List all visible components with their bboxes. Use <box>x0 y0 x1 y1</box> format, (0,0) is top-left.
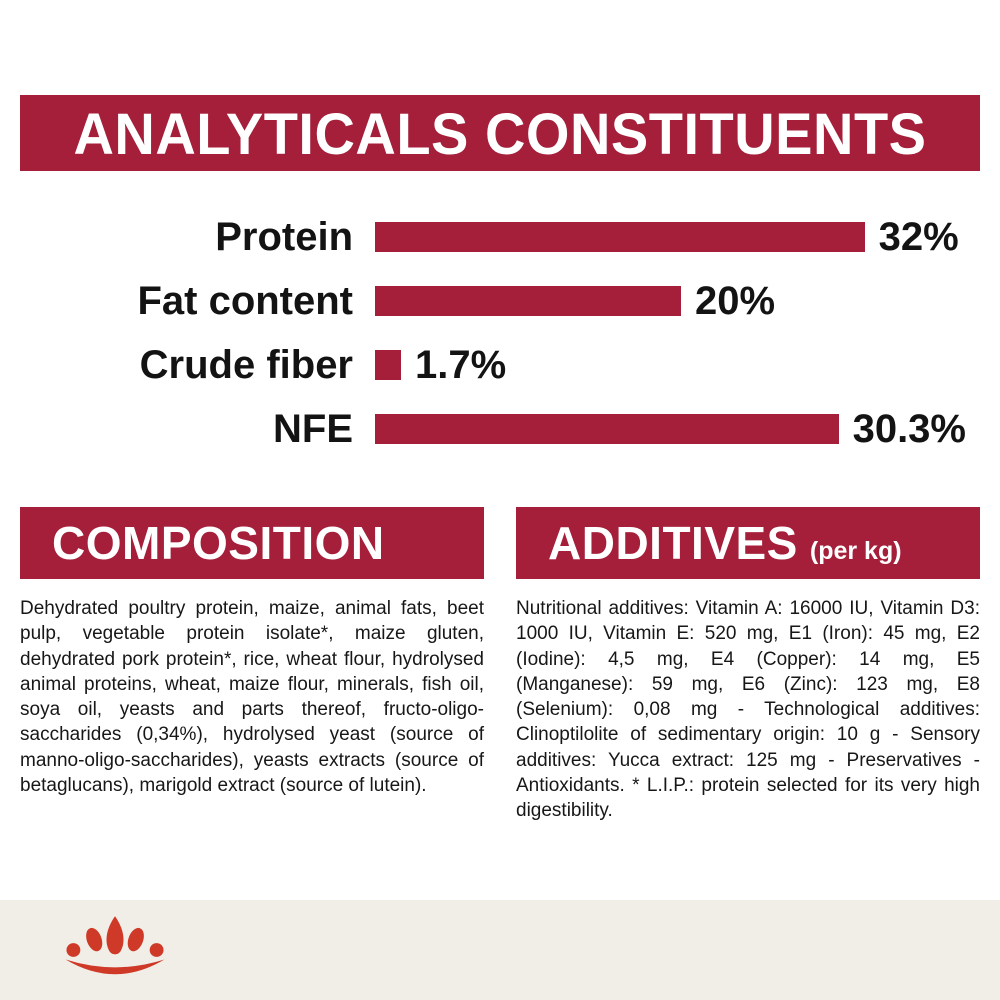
composition-section: COMPOSITION Dehydrated poultry protein, … <box>20 507 484 823</box>
chart-row: Crude fiber 1.7% <box>20 333 980 397</box>
chart-category-label: Protein <box>215 214 353 259</box>
chart-value-label: 1.7% <box>415 342 507 387</box>
composition-body-text: Dehydrated poultry protein, maize, anima… <box>20 598 484 796</box>
composition-title: COMPOSITION <box>52 517 385 569</box>
chart-value-label: 20% <box>695 278 776 323</box>
chart-row: NFE 30.3% <box>20 397 980 461</box>
composition-header-banner: COMPOSITION <box>20 507 484 579</box>
chart-value-label: 32% <box>878 214 959 259</box>
chart-bar <box>375 350 401 380</box>
additives-body-text: Nutritional additives: Vitamin A: 16000 … <box>516 598 980 822</box>
additives-title: ADDITIVES <box>548 517 798 569</box>
chart-bar-track: 1.7% <box>375 343 980 388</box>
chart-bar <box>375 286 681 316</box>
chart-bar <box>375 414 839 444</box>
text-columns: COMPOSITION Dehydrated poultry protein, … <box>20 507 980 823</box>
additives-unit-label: (per kg) <box>809 537 902 565</box>
additives-header-banner: ADDITIVES (per kg) <box>516 507 980 579</box>
bar-chart: Protein 32% Fat content 20% Crude fiber 1.7% N… <box>20 205 980 461</box>
royal-canin-crown-logo <box>65 916 165 975</box>
chart-bar-track: 20% <box>375 279 980 324</box>
chart-bar-track: 30.3% <box>375 407 980 452</box>
chart-category-label: Crude fiber <box>139 342 353 387</box>
chart-category-label: Fat content <box>137 278 353 323</box>
chart-category-label: NFE <box>273 406 353 451</box>
analyticals-header-banner: ANALYTICALS CONSTITUENTS <box>20 95 980 171</box>
chart-row: Fat content 20% <box>20 269 980 333</box>
analyticals-title: ANALYTICALS CONSTITUENTS <box>73 99 927 167</box>
chart-bar <box>375 222 865 252</box>
chart-value-label: 30.3% <box>852 406 966 451</box>
chart-row: Protein 32% <box>20 205 980 269</box>
footer-strip <box>0 900 1000 1000</box>
additives-section: ADDITIVES (per kg) Nutritional additives… <box>516 507 980 823</box>
chart-bar-track: 32% <box>375 215 980 260</box>
